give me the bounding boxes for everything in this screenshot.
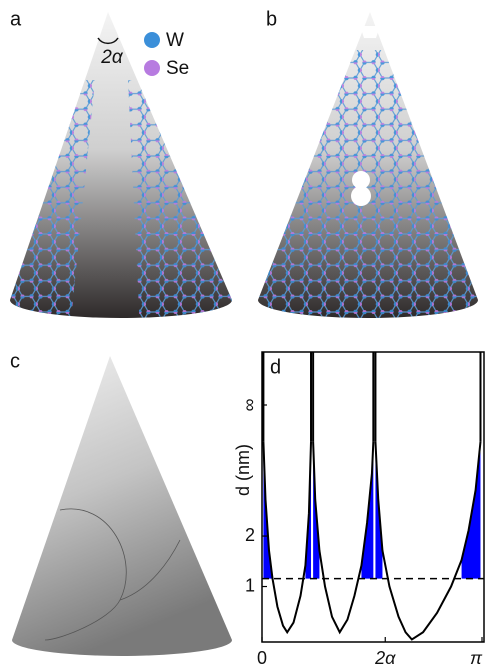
panel-label: b [266,8,277,30]
legend-marker [144,32,160,48]
data-line [263,442,311,633]
legend-marker [144,60,160,76]
y-axis-label: d (nm) [233,444,253,496]
data-line [313,442,373,633]
figure: 2α W Se a b c d d (nm) 1 2 ∞ 0 2α π [0,0,486,670]
legend-label: W [166,30,184,51]
vacancy [351,186,371,206]
data-line [375,442,480,640]
x-tick-label: 0 [257,648,267,668]
y-tick-label: 1 [245,575,255,595]
cone [12,356,232,656]
panel-label: c [10,350,20,372]
legend-label: Se [166,58,189,79]
y-tick-label: ∞ [239,398,259,411]
angle-label: 2α [100,47,124,68]
plot [262,352,484,639]
panel-label: a [10,8,22,30]
y-tick-label: 2 [245,525,255,545]
panel-label: d [270,356,281,378]
x-tick-label: π [470,648,483,668]
x-tick-label: 2α [374,648,396,668]
